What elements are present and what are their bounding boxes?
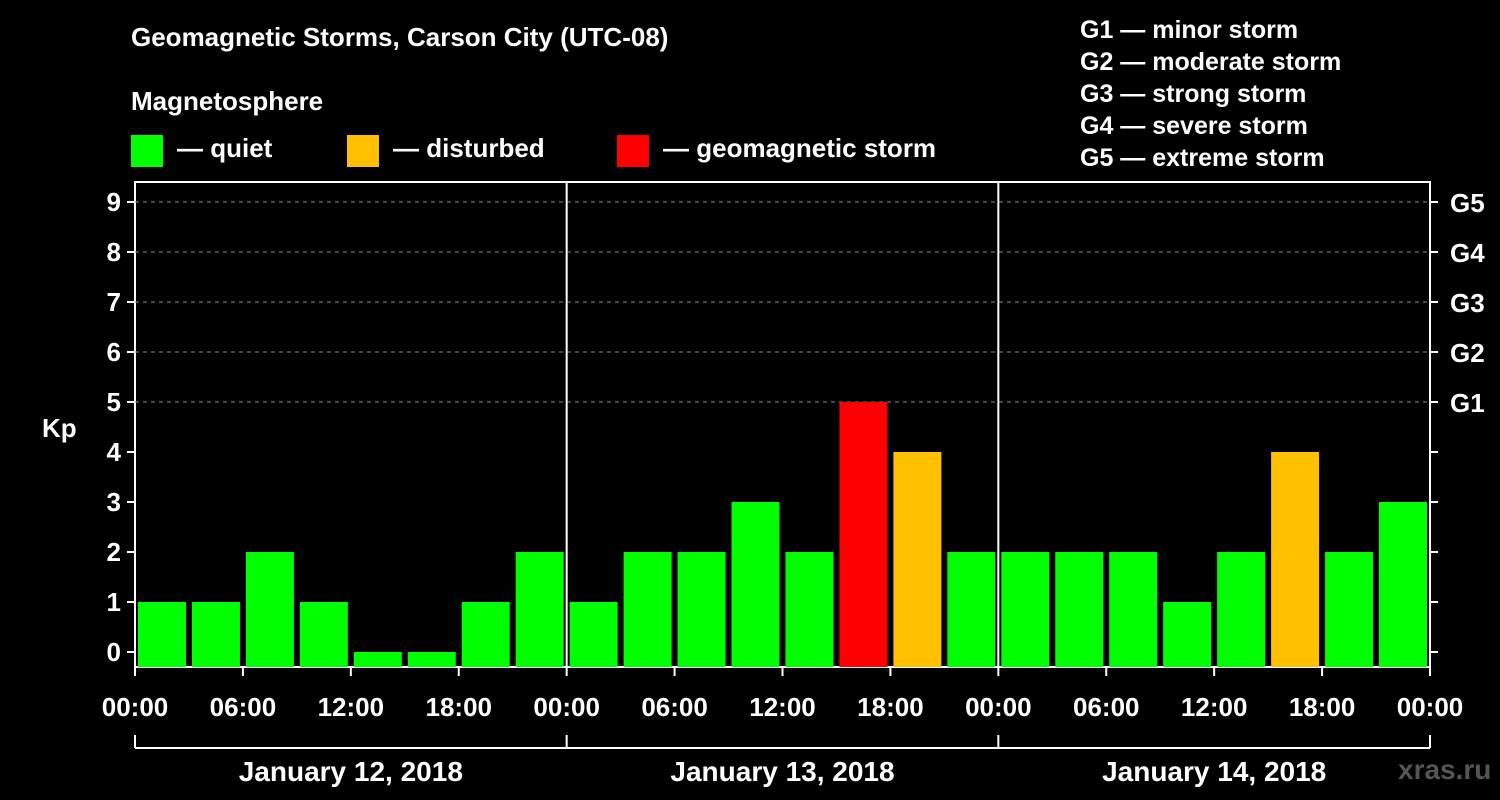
legend-heading: Magnetosphere xyxy=(131,86,324,116)
x-tick-label: 00:00 xyxy=(1397,692,1464,722)
g-scale-label: G4 xyxy=(1450,238,1485,268)
y-tick-label: 9 xyxy=(107,187,121,217)
day-label: January 12, 2018 xyxy=(239,756,463,787)
kp-bar xyxy=(515,552,564,667)
kp-bar xyxy=(1001,552,1050,667)
kp-bar xyxy=(677,552,726,667)
kp-bar xyxy=(1379,502,1428,667)
kp-bar xyxy=(893,452,942,667)
kp-bar xyxy=(839,402,888,667)
x-tick-label: 00:00 xyxy=(533,692,600,722)
y-tick-label: 0 xyxy=(107,637,121,667)
kp-bar xyxy=(461,602,510,667)
y-tick-label: 5 xyxy=(107,387,121,417)
storm-scale-g3: G3 — strong storm xyxy=(1080,80,1307,108)
storm-scale-list: G1 — minor storm G2 — moderate storm G3 … xyxy=(1080,14,1341,174)
x-tick-label: 06:00 xyxy=(641,692,708,722)
x-tick-label: 06:00 xyxy=(210,692,277,722)
kp-bar xyxy=(785,552,834,667)
x-tick-label: 18:00 xyxy=(857,692,924,722)
chart-title: Geomagnetic Storms, Carson City (UTC-08) xyxy=(131,22,669,52)
kp-bar xyxy=(1109,552,1158,667)
x-tick-label: 18:00 xyxy=(1289,692,1356,722)
legend-swatch-storm xyxy=(617,135,649,167)
g-scale-label: G3 xyxy=(1450,288,1485,318)
legend-swatch-disturbed xyxy=(347,135,379,167)
storm-scale-g5: G5 — extreme storm xyxy=(1080,144,1325,172)
watermark: xras.ru xyxy=(1398,754,1492,785)
kp-bar xyxy=(191,602,240,667)
kp-bar xyxy=(1163,602,1212,667)
legend-label-quiet: — quiet xyxy=(177,133,273,163)
kp-bar xyxy=(299,602,348,667)
x-tick-label: 00:00 xyxy=(102,692,169,722)
kp-bar xyxy=(353,652,402,667)
storm-scale-g4: G4 — severe storm xyxy=(1080,112,1308,140)
kp-bar xyxy=(1325,552,1374,667)
day-label: January 14, 2018 xyxy=(1102,756,1326,787)
x-tick-label: 00:00 xyxy=(965,692,1032,722)
g-scale-label: G1 xyxy=(1450,388,1485,418)
y-tick-label: 8 xyxy=(107,237,121,267)
y-tick-label: 6 xyxy=(107,337,121,367)
y-tick-label: 4 xyxy=(107,437,122,467)
kp-bar xyxy=(731,502,780,667)
x-tick-label: 12:00 xyxy=(749,692,816,722)
x-tick-label: 12:00 xyxy=(1181,692,1248,722)
legend-label-disturbed: — disturbed xyxy=(393,133,545,163)
legend-swatch-quiet xyxy=(131,135,163,167)
x-tick-label: 18:00 xyxy=(426,692,493,722)
g-scale-label: G5 xyxy=(1450,188,1485,218)
kp-bar xyxy=(245,552,294,667)
kp-bar xyxy=(623,552,672,667)
y-tick-label: 3 xyxy=(107,487,121,517)
x-tick-label: 12:00 xyxy=(318,692,385,722)
y-axis-label: Kp xyxy=(42,413,77,443)
kp-bar xyxy=(1055,552,1104,667)
storm-scale-g2: G2 — moderate storm xyxy=(1080,48,1342,76)
x-tick-label: 06:00 xyxy=(1073,692,1140,722)
kp-bar xyxy=(1271,452,1320,667)
storm-scale-g1: G1 — minor storm xyxy=(1080,16,1299,44)
day-label: January 13, 2018 xyxy=(670,756,894,787)
kp-bar xyxy=(407,652,456,667)
kp-bar xyxy=(1217,552,1266,667)
g-scale-label: G2 xyxy=(1450,338,1485,368)
y-tick-label: 7 xyxy=(107,287,121,317)
y-tick-label: 2 xyxy=(107,537,121,567)
kp-bar xyxy=(569,602,618,667)
legend-label-storm: — geomagnetic storm xyxy=(663,133,937,163)
y-tick-label: 1 xyxy=(107,587,121,617)
kp-bar xyxy=(947,552,996,667)
kp-bar xyxy=(137,602,186,667)
